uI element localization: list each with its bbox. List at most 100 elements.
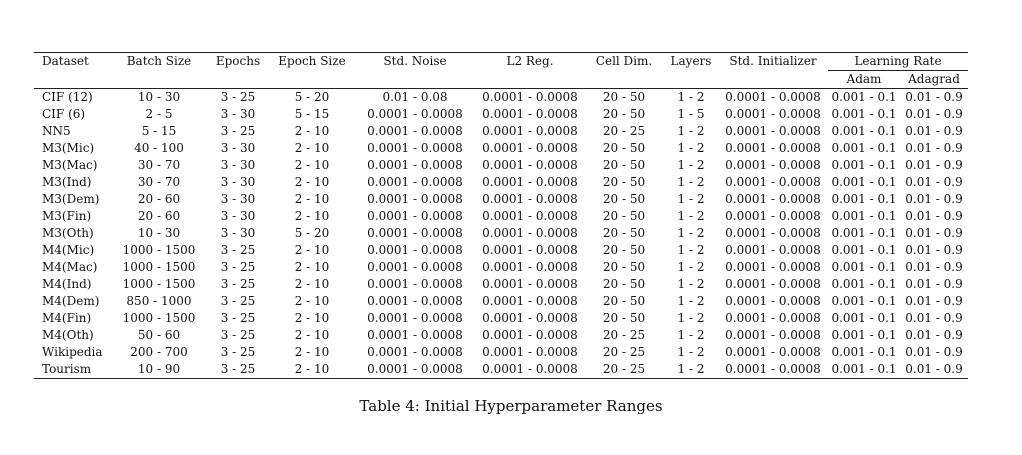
cell-epochs: 3 - 30 [220,141,256,155]
cell-cell-dim: 20 - 50 [602,209,646,223]
cell-layers: 1 - 2 [677,192,705,206]
cell-cell-dim: 20 - 25 [602,362,646,376]
cell-dataset: M3(Fin) [42,209,92,223]
cell-std-initializer: 0.0001 - 0.0008 [725,192,821,206]
cell-dataset: M3(Ind) [42,175,92,189]
cell-std-initializer: 0.0001 - 0.0008 [725,141,821,155]
table-row: CIF (12) 10 - 30 3 - 25 5 - 20 0.01 - 0.08 0.… [34,89,968,107]
cell-adagrad: 0.01 - 0.9 [905,362,963,376]
table-caption: Table 4: Initial Hyperparameter Ranges [359,397,663,415]
cell-dataset: M4(Mic) [42,243,95,257]
cell-batch-size: 10 - 90 [137,362,181,376]
cell-layers: 1 - 2 [677,243,705,257]
cell-l2-reg: 0.0001 - 0.0008 [482,328,578,342]
table-row: M4(Dem) 850 - 1000 3 - 25 2 - 10 0.0001 - 0.… [34,293,968,310]
cell-dataset: M4(Mac) [42,260,98,274]
cell-epoch-size: 2 - 10 [294,124,330,138]
cell-epochs: 3 - 25 [220,260,256,274]
cell-std-initializer: 0.0001 - 0.0008 [725,328,821,342]
cell-std-initializer: 0.0001 - 0.0008 [725,243,821,257]
cell-l2-reg: 0.0001 - 0.0008 [482,311,578,325]
cell-std-noise: 0.0001 - 0.0008 [367,294,463,308]
cell-std-initializer: 0.0001 - 0.0008 [725,311,821,325]
cell-cell-dim: 20 - 50 [602,175,646,189]
cell-l2-reg: 0.0001 - 0.0008 [482,158,578,172]
cell-cell-dim: 20 - 50 [602,311,646,325]
cell-l2-reg: 0.0001 - 0.0008 [482,209,578,223]
cell-adagrad: 0.01 - 0.9 [905,243,963,257]
header-cell-dim: Cell Dim. [595,54,653,68]
header-dataset: Dataset [42,54,89,68]
cell-batch-size: 200 - 700 [130,345,188,359]
cell-layers: 1 - 2 [677,141,705,155]
cell-cell-dim: 20 - 50 [602,90,646,104]
hyperparameter-table-container: Dataset Batch Size Epochs Epoch Size Std… [34,52,969,379]
cell-dataset: M4(Ind) [42,277,92,291]
cell-std-noise: 0.0001 - 0.0008 [367,124,463,138]
cell-adam: 0.001 - 0.1 [831,209,897,223]
header-adam: Adam [846,72,882,86]
header-batch-size: Batch Size [126,54,192,68]
cell-std-noise: 0.0001 - 0.0008 [367,277,463,291]
table-row: M4(Oth) 50 - 60 3 - 25 2 - 10 0.0001 - 0.000… [34,327,968,344]
header-learning-rate: Learning Rate [828,52,969,71]
table-body: CIF (12) 10 - 30 3 - 25 5 - 20 0.01 - 0.08 0.… [34,89,969,379]
cell-epoch-size: 2 - 10 [294,243,330,257]
cell-epochs: 3 - 25 [220,124,256,138]
cell-cell-dim: 20 - 50 [602,226,646,240]
cell-adam: 0.001 - 0.1 [831,226,897,240]
cell-std-noise: 0.0001 - 0.0008 [367,192,463,206]
cell-layers: 1 - 2 [677,311,705,325]
cell-std-initializer: 0.0001 - 0.0008 [725,158,821,172]
cell-batch-size: 20 - 60 [137,192,181,206]
cell-layers: 1 - 2 [677,209,705,223]
cell-cell-dim: 20 - 50 [602,107,646,121]
table-row: M4(Mic) 1000 - 1500 3 - 25 2 - 10 0.0001 - 0… [34,242,968,259]
cell-epochs: 3 - 25 [220,328,256,342]
cell-batch-size: 1000 - 1500 [122,243,196,257]
cell-adam: 0.001 - 0.1 [831,294,897,308]
cell-epoch-size: 2 - 10 [294,277,330,291]
cell-epoch-size: 5 - 20 [294,90,330,104]
cell-adagrad: 0.01 - 0.9 [905,209,963,223]
cell-batch-size: 10 - 30 [137,90,181,104]
cell-adam: 0.001 - 0.1 [831,328,897,342]
cell-epoch-size: 2 - 10 [294,345,330,359]
cell-std-noise: 0.0001 - 0.0008 [367,362,463,376]
cell-l2-reg: 0.0001 - 0.0008 [482,226,578,240]
cell-epochs: 3 - 25 [220,243,256,257]
cell-layers: 1 - 2 [677,226,705,240]
cell-std-noise: 0.0001 - 0.0008 [367,107,463,121]
cell-epoch-size: 2 - 10 [294,311,330,325]
cell-adam: 0.001 - 0.1 [831,107,897,121]
table-row: M4(Ind) 1000 - 1500 3 - 25 2 - 10 0.0001 - 0… [34,276,968,293]
cell-epochs: 3 - 30 [220,158,256,172]
cell-adagrad: 0.01 - 0.9 [905,277,963,291]
cell-std-initializer: 0.0001 - 0.0008 [725,90,821,104]
cell-dataset: M3(Mac) [42,158,98,172]
cell-std-initializer: 0.0001 - 0.0008 [725,209,821,223]
cell-std-initializer: 0.0001 - 0.0008 [725,294,821,308]
table-row: M3(Oth) 10 - 30 3 - 30 5 - 20 0.0001 - 0.000… [34,225,968,242]
cell-cell-dim: 20 - 50 [602,277,646,291]
cell-batch-size: 30 - 70 [137,175,181,189]
header-epoch-size: Epoch Size [278,54,346,68]
cell-dataset: NN5 [42,124,71,138]
cell-adagrad: 0.01 - 0.9 [905,345,963,359]
table-row: M3(Dem) 20 - 60 3 - 30 2 - 10 0.0001 - 0.000… [34,191,968,208]
cell-epoch-size: 2 - 10 [294,294,330,308]
cell-layers: 1 - 2 [677,90,705,104]
cell-cell-dim: 20 - 50 [602,192,646,206]
cell-adagrad: 0.01 - 0.9 [905,90,963,104]
cell-std-noise: 0.01 - 0.08 [382,90,448,104]
cell-std-noise: 0.0001 - 0.0008 [367,209,463,223]
cell-std-noise: 0.0001 - 0.0008 [367,158,463,172]
cell-dataset: CIF (12) [42,90,93,104]
cell-std-initializer: 0.0001 - 0.0008 [725,345,821,359]
cell-l2-reg: 0.0001 - 0.0008 [482,192,578,206]
cell-adam: 0.001 - 0.1 [831,175,897,189]
cell-adagrad: 0.01 - 0.9 [905,226,963,240]
cell-std-initializer: 0.0001 - 0.0008 [725,107,821,121]
cell-l2-reg: 0.0001 - 0.0008 [482,141,578,155]
cell-layers: 1 - 5 [677,107,705,121]
